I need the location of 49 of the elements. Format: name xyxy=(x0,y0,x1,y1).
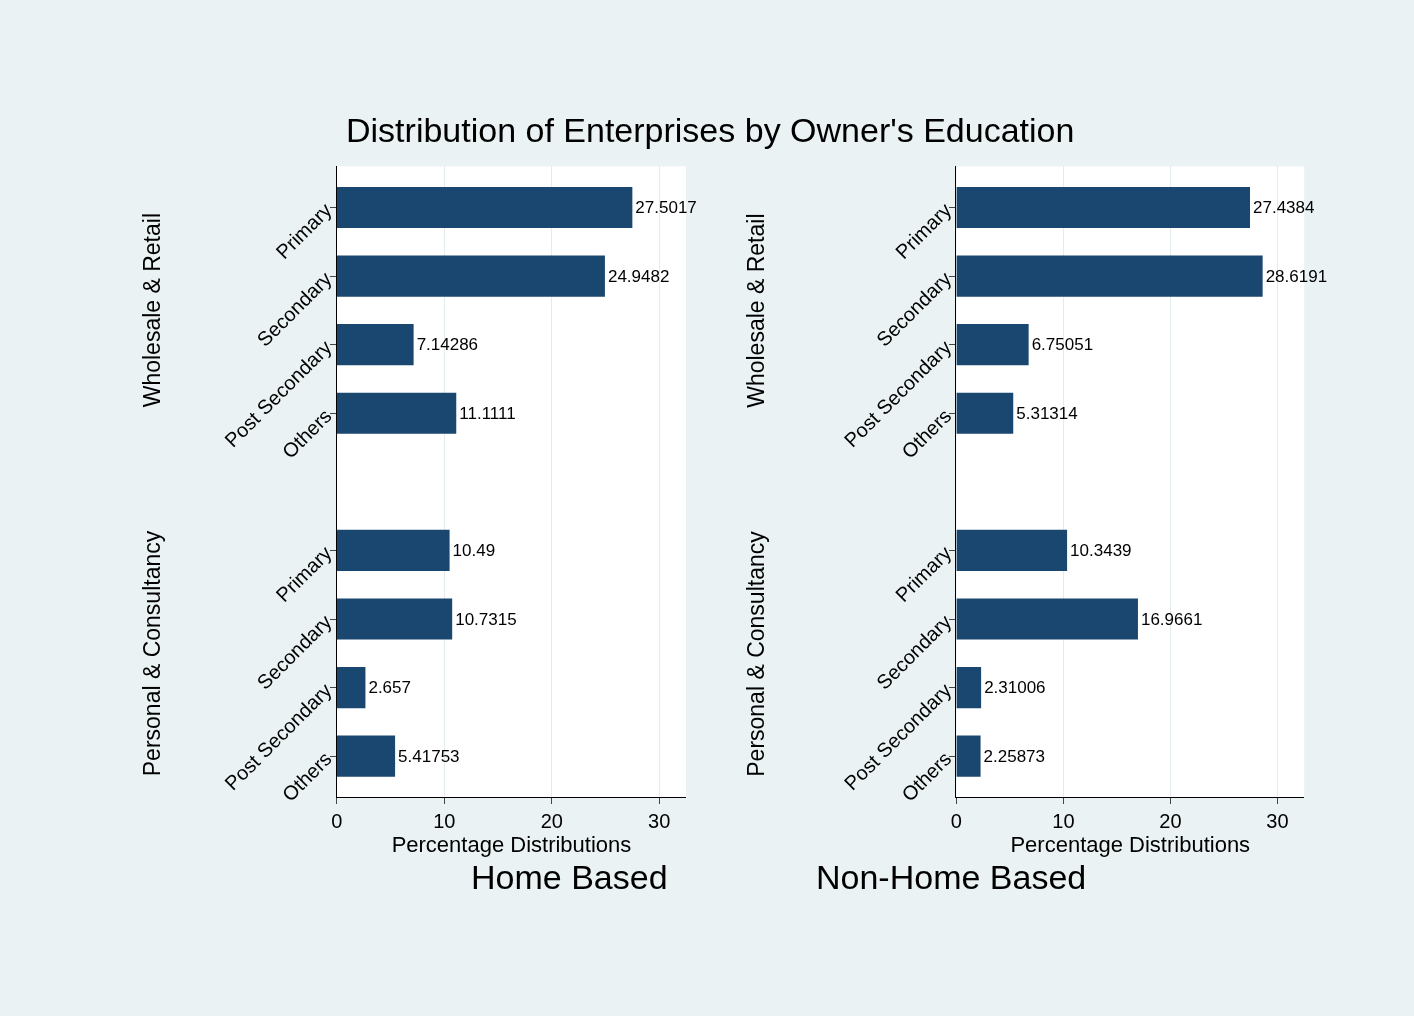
data-label: 2.657 xyxy=(368,678,411,698)
data-label: 7.14286 xyxy=(416,335,479,355)
text: Personal & Consultancy xyxy=(743,530,770,777)
data-label: 6.75051 xyxy=(1031,335,1094,355)
text: Personal & Consultancy xyxy=(138,530,165,777)
bar xyxy=(956,598,1138,640)
bar xyxy=(336,529,450,571)
bar xyxy=(956,529,1068,571)
data-label: 5.41753 xyxy=(398,746,460,766)
data-label: 28.6191 xyxy=(1265,266,1328,286)
bar xyxy=(336,598,453,640)
x-tick-label: 0 xyxy=(331,810,343,833)
bar xyxy=(956,392,1014,434)
x-tick-label: 30 xyxy=(1266,810,1289,833)
bar xyxy=(336,324,414,366)
text: Wholesale & Retail xyxy=(138,212,165,408)
x-axis-title: Percentage Distributions xyxy=(391,832,632,858)
x-tick-label: 10 xyxy=(433,810,456,833)
bar xyxy=(336,735,396,777)
data-label: 24.9482 xyxy=(607,266,670,286)
x-tick-label: 30 xyxy=(648,810,671,833)
chart-title: Distribution of Enterprises by Owner's Education xyxy=(346,111,1075,149)
text: Non-Home Based xyxy=(816,858,1087,896)
x-tick-label: 0 xyxy=(950,810,962,833)
x-tick-label: 20 xyxy=(540,810,563,833)
bar xyxy=(336,667,366,709)
bar xyxy=(956,667,982,709)
text: Wholesale & Retail xyxy=(743,213,770,408)
bar xyxy=(956,255,1263,297)
bar xyxy=(956,735,981,777)
data-label: 27.5017 xyxy=(635,197,697,217)
data-label: 5.31314 xyxy=(1016,403,1078,423)
data-label: 10.7315 xyxy=(455,609,517,629)
bar xyxy=(336,186,633,229)
x-axis-title: Percentage Distributions xyxy=(1010,832,1251,858)
bar xyxy=(956,324,1029,366)
bar xyxy=(336,255,605,297)
x-tick-label: 20 xyxy=(1159,810,1182,833)
data-label: 2.25873 xyxy=(983,746,1046,766)
x-tick-label: 10 xyxy=(1052,810,1075,833)
data-label: 16.9661 xyxy=(1140,609,1203,629)
data-label: 11.1111 xyxy=(459,403,516,423)
data-label: 10.3439 xyxy=(1070,540,1132,560)
bar xyxy=(336,392,457,434)
data-label: 10.49 xyxy=(452,540,496,560)
text: Home Based xyxy=(471,858,668,896)
data-label: 2.31006 xyxy=(984,678,1046,698)
bar xyxy=(956,186,1251,229)
data-label: 27.4384 xyxy=(1253,197,1315,217)
